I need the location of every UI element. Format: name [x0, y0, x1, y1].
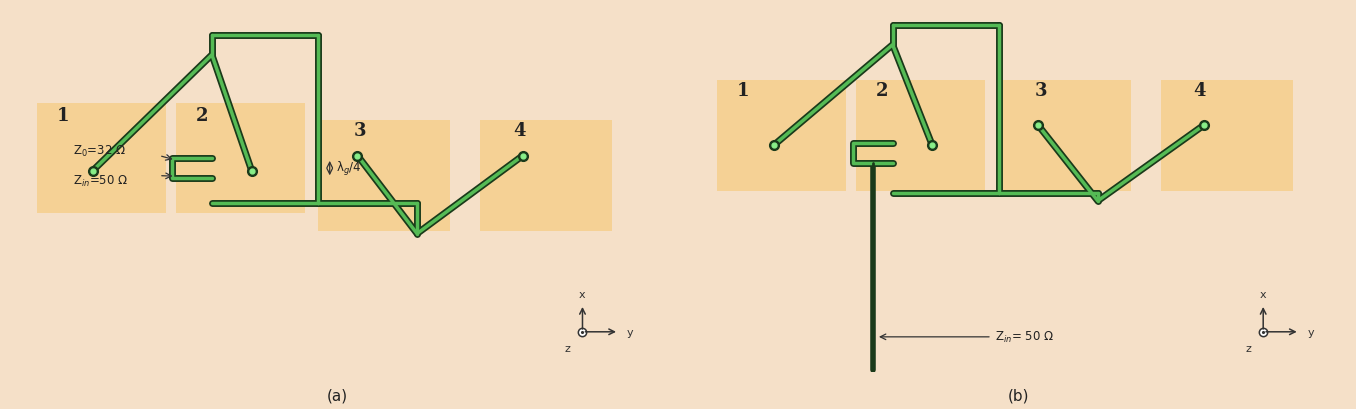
- Text: x: x: [1260, 289, 1267, 299]
- Text: z: z: [1245, 343, 1252, 353]
- Bar: [1161, 81, 1294, 191]
- Text: 1: 1: [738, 82, 750, 100]
- Text: x: x: [579, 289, 586, 299]
- Bar: [480, 121, 613, 231]
- Text: 1: 1: [57, 107, 69, 125]
- Text: 3: 3: [1035, 82, 1047, 100]
- Text: 2: 2: [195, 107, 207, 125]
- Bar: [317, 121, 450, 231]
- Bar: [856, 81, 986, 191]
- Text: Z$_{in}$=50 Ω: Z$_{in}$=50 Ω: [73, 174, 127, 189]
- Text: 4: 4: [513, 122, 526, 140]
- Text: (b): (b): [1008, 388, 1029, 403]
- Text: 3: 3: [354, 122, 366, 140]
- Text: z: z: [564, 343, 571, 353]
- Text: 4: 4: [1193, 82, 1207, 100]
- Bar: [37, 103, 165, 214]
- Text: 2: 2: [876, 82, 888, 100]
- Bar: [998, 81, 1131, 191]
- Text: (a): (a): [327, 388, 348, 403]
- Bar: [175, 103, 305, 214]
- Bar: [717, 81, 846, 191]
- Text: y: y: [626, 327, 633, 337]
- Text: λ$_g$/4: λ$_g$/4: [336, 160, 362, 178]
- Text: Z$_{in}$= 50 Ω: Z$_{in}$= 50 Ω: [995, 330, 1054, 344]
- Text: Z$_0$=32 Ω: Z$_0$=32 Ω: [73, 144, 126, 159]
- Text: y: y: [1307, 327, 1314, 337]
